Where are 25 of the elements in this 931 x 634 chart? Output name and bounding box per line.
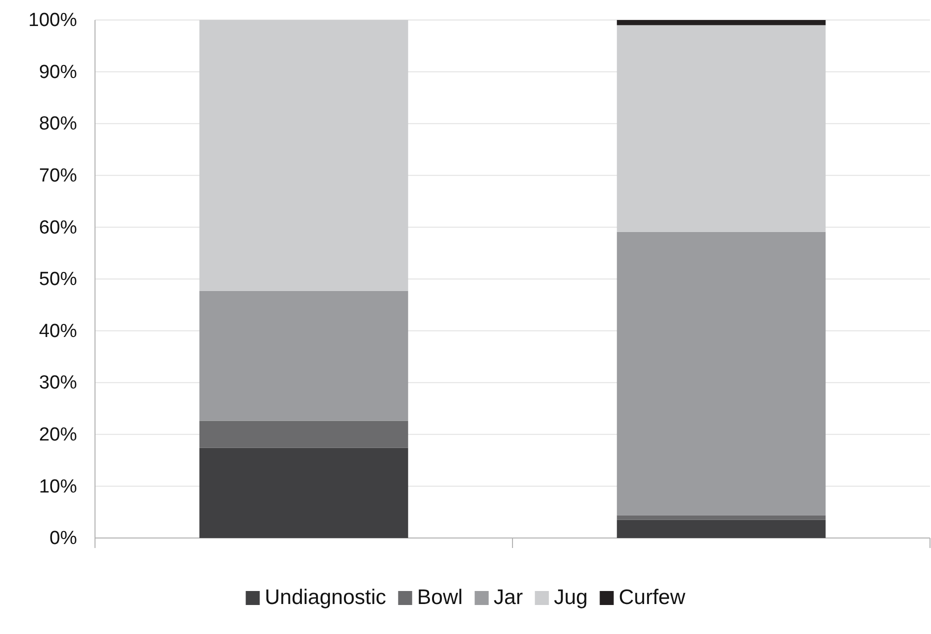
bar xyxy=(616,520,826,538)
bar xyxy=(616,25,826,232)
y-tick-label: 100% xyxy=(28,10,78,32)
y-tick-label: 70% xyxy=(38,165,78,186)
legend-label: Jar xyxy=(494,586,523,609)
bar xyxy=(616,232,826,516)
bar xyxy=(616,515,826,520)
y-tick-label: 40% xyxy=(38,320,78,342)
bar xyxy=(199,420,408,448)
legend-label: Undiagnostic xyxy=(264,586,386,609)
y-tick-label: 0% xyxy=(50,528,78,550)
legend-label: Jug xyxy=(554,586,588,609)
bar xyxy=(199,290,408,421)
bar xyxy=(199,20,408,291)
y-tick-label: 50% xyxy=(38,269,78,290)
bar xyxy=(199,448,408,538)
y-tick-label: 80% xyxy=(38,114,78,135)
legend-label: Bowl xyxy=(417,586,463,609)
legend-label: Curfew xyxy=(618,586,686,609)
y-tick-label: 30% xyxy=(38,372,78,394)
y-tick-label: 20% xyxy=(38,424,78,446)
y-tick-label: 90% xyxy=(38,62,78,83)
y-tick-label: 60% xyxy=(38,217,78,238)
bar xyxy=(616,20,826,26)
y-tick-label: 10% xyxy=(38,476,78,498)
